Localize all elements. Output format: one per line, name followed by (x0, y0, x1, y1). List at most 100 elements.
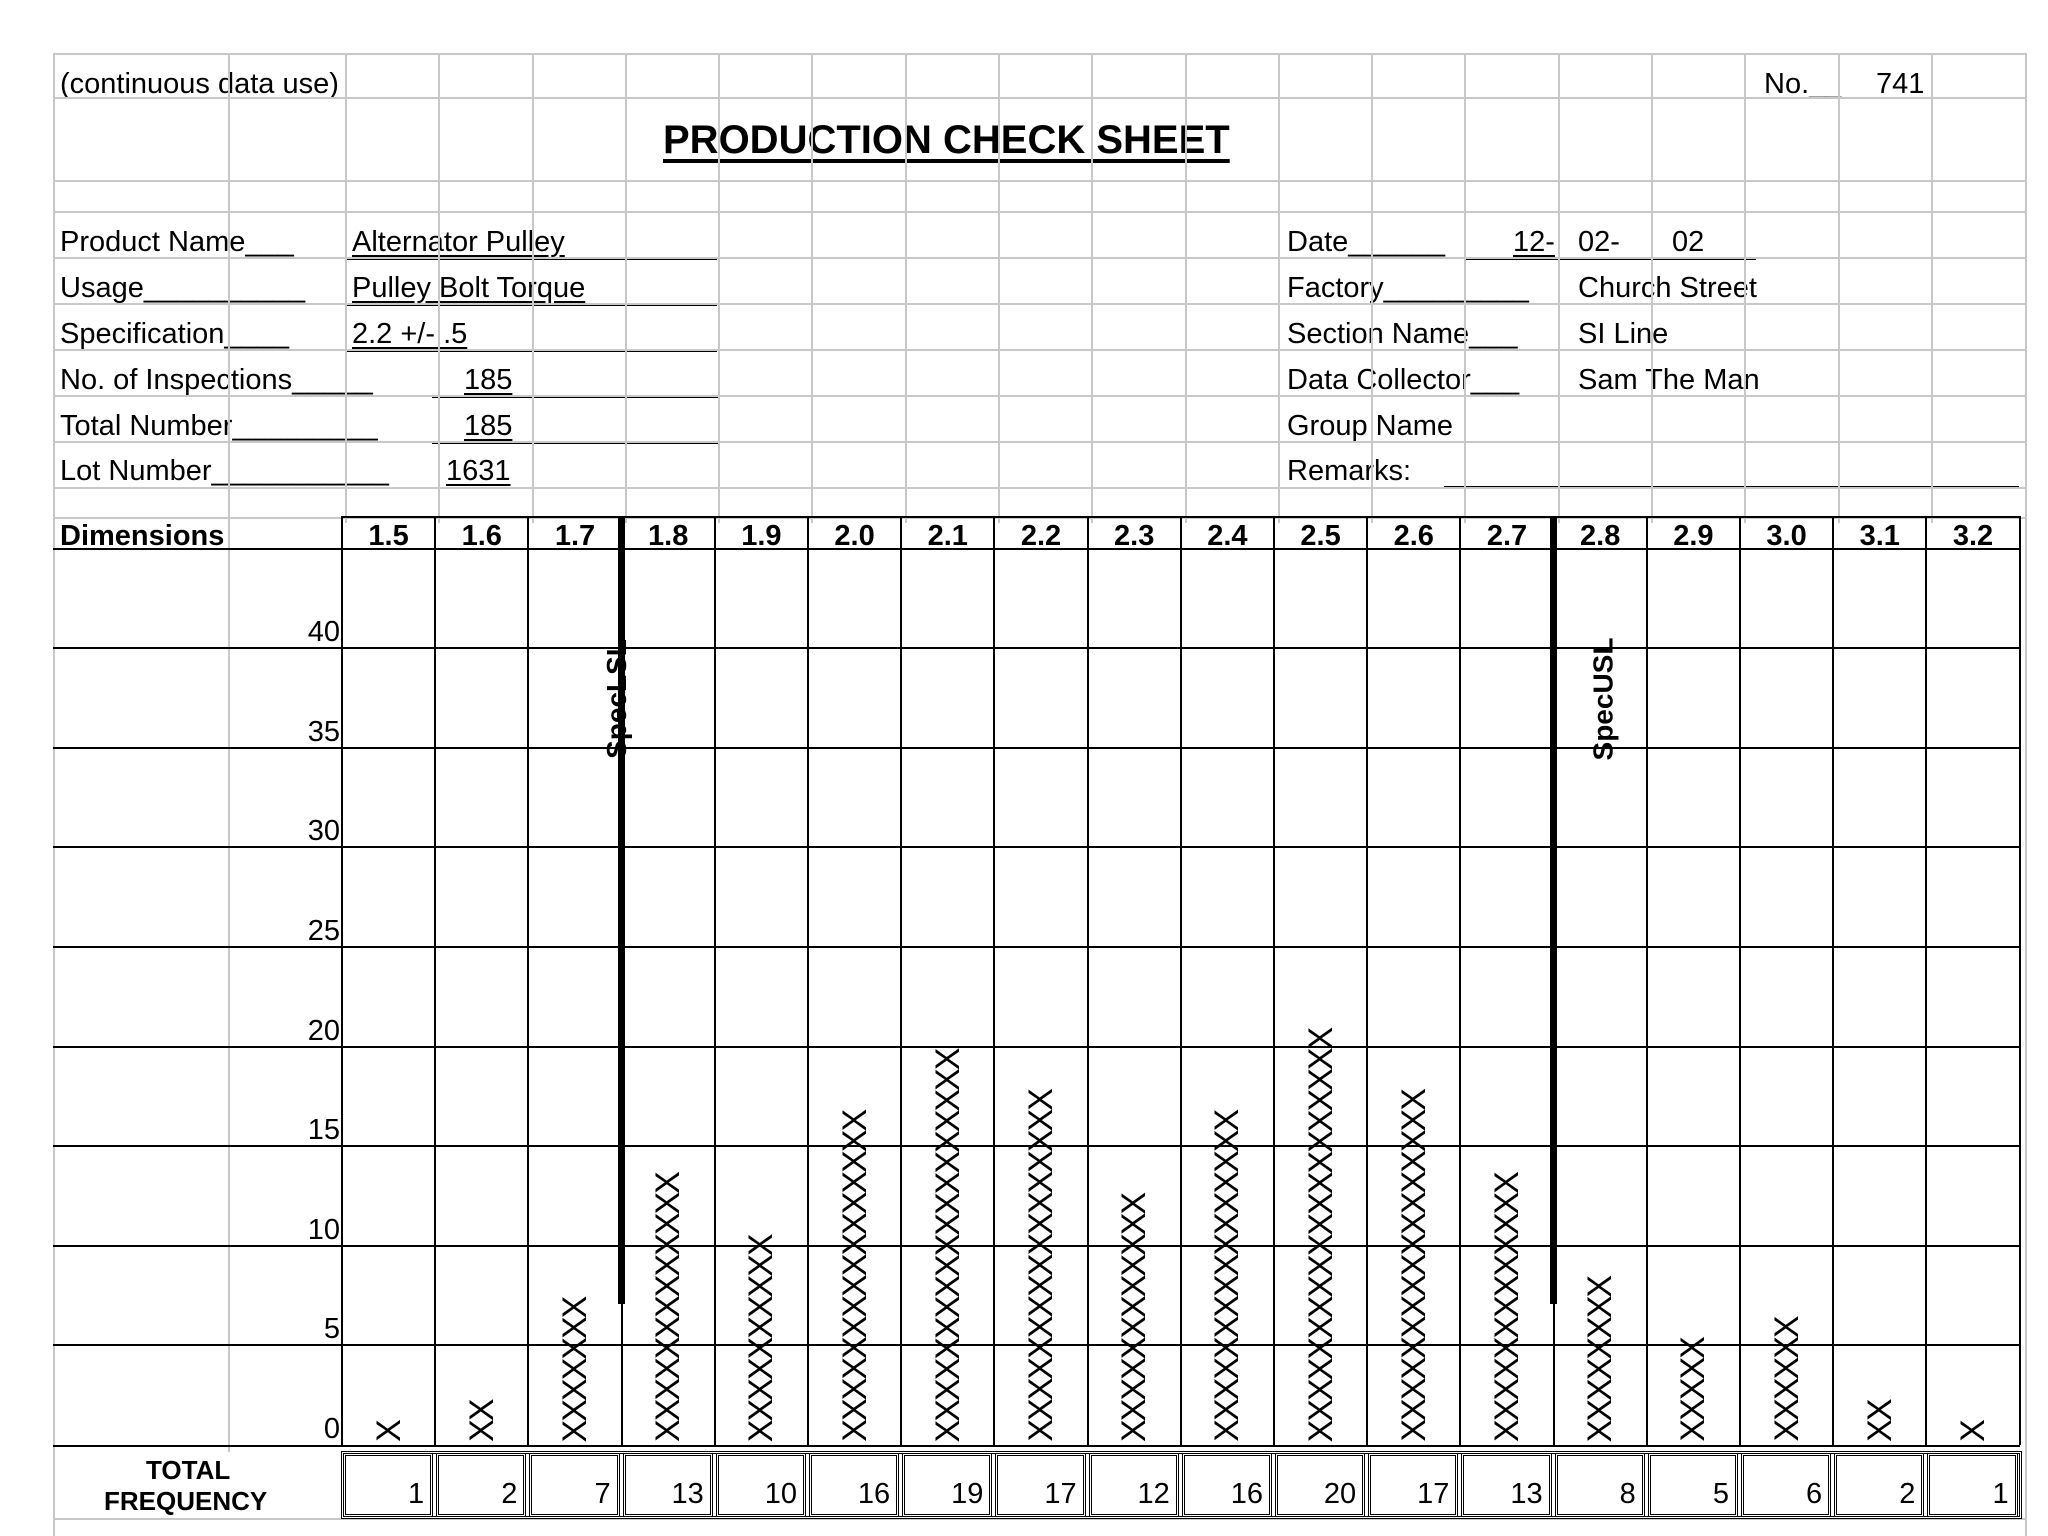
y-tick-label: 25 (307, 915, 340, 947)
total-frequency-value: 13 (671, 1478, 704, 1510)
grid-row-line (53, 53, 2027, 55)
column-line (1925, 516, 1928, 1445)
dimension-header: 1.5 (368, 520, 409, 552)
tally-marks: XXXXXXXXXXXXX (1488, 1173, 1526, 1442)
total-frequency-cell: 8 (1554, 1453, 1645, 1517)
column-line (993, 516, 996, 1445)
tally-marks: XXXXXXXXXXXXX (649, 1173, 688, 1442)
total-frequency-value: 1 (408, 1478, 425, 1510)
total-frequency-cell: 2 (1834, 1453, 1925, 1517)
total-frequency-cell: 17 (1368, 1453, 1459, 1517)
field-underline (345, 304, 717, 306)
grid-col-line (1464, 53, 1466, 523)
total-frequency-row (341, 1451, 2022, 1519)
column-line (2018, 516, 2021, 1445)
dimension-header: 2.2 (1020, 520, 1062, 552)
section-name-label: Section Name___ (1287, 318, 1518, 350)
tally-marks: XXXXXXXXXXXX (1115, 1193, 1154, 1442)
field-value: 2.2 +/- .5 (352, 318, 468, 350)
grid-col-line (1278, 53, 1280, 523)
total-frequency-cell: 10 (715, 1453, 806, 1517)
total-frequency-cell: 20 (1275, 1453, 1366, 1517)
total-frequency-cell: 1 (343, 1453, 434, 1517)
spec-usl-label: SpecUSL (1587, 637, 1619, 761)
y-tick-label: 10 (307, 1213, 340, 1246)
grid-col-line (811, 53, 813, 523)
date-part-month: 12- (1513, 226, 1555, 258)
tally-marks: XXXXXXXXXXXXXXXXXXX (928, 1049, 967, 1442)
dimension-header: 1.9 (741, 520, 782, 552)
field-label: Product Name___ (60, 226, 294, 258)
total-frequency-value: 2 (1899, 1478, 1916, 1510)
band-line (53, 1344, 2020, 1347)
dimension-header: 3.2 (1952, 520, 1994, 552)
dimension-header: 3.1 (1859, 520, 1900, 552)
total-frequency-cell: 7 (529, 1453, 620, 1517)
total-frequency-cell: 5 (1647, 1453, 1738, 1517)
band-line (53, 846, 2020, 849)
tally-marks: XXXXXXXXXXXXXXXXXXXX (1301, 1028, 1340, 1442)
y-tick-label: 35 (307, 715, 340, 748)
grid-col-line (345, 53, 347, 523)
dimension-header: 2.3 (1114, 520, 1155, 552)
total-frequency-value: 13 (1510, 1478, 1543, 1510)
column-line (1273, 516, 1275, 1445)
grid-row-line (53, 517, 2027, 519)
tally-marks: XXXXXXXXXXXXXXXXX (1394, 1090, 1433, 1442)
tally-marks: XXXXXX (1767, 1317, 1806, 1442)
dimension-header: 1.8 (648, 520, 689, 552)
y-tick-label: 0 (323, 1413, 340, 1445)
total-frequency-value: 2 (501, 1478, 518, 1510)
column-line (1739, 516, 1741, 1445)
grid-col-line (53, 517, 55, 1536)
tally-marks: XXXXXXXXXXXXXXXX (835, 1111, 874, 1442)
field-label: Total Number_________ (60, 410, 378, 442)
column-line (1832, 516, 1835, 1445)
total-frequency-value: 5 (1712, 1478, 1729, 1510)
dimension-header: 2.1 (927, 520, 968, 552)
grid-col-line (228, 53, 230, 523)
grid-row-line (53, 441, 2027, 443)
factory-label: Factory_________ (1287, 272, 1529, 304)
y-tick-label: 15 (307, 1114, 340, 1147)
total-frequency-value: 8 (1619, 1478, 1636, 1510)
column-line (1086, 516, 1089, 1445)
band-line (53, 1045, 2020, 1048)
tally-marks: XXXXXXXX (1581, 1276, 1620, 1442)
field-value: Alternator Pulley (352, 226, 565, 258)
total-frequency-cell: 17 (995, 1453, 1086, 1517)
data-collector-value: Sam The Man (1578, 364, 1760, 396)
total-frequency-cell: 16 (809, 1453, 900, 1517)
dimension-header: 2.8 (1580, 520, 1621, 552)
grid-row-line (53, 257, 2027, 259)
y-tick-label: 30 (307, 815, 340, 848)
grid-row-line (53, 180, 2027, 182)
tally-marks: XXXXXXX (556, 1297, 594, 1442)
field-underline (432, 396, 718, 398)
grid-col-line (1558, 53, 1560, 523)
grid-col-line (1744, 53, 1746, 523)
dimension-header: 2.5 (1300, 520, 1341, 552)
dimension-header: 2.0 (834, 520, 875, 552)
grid-row-line (53, 487, 2027, 489)
chart-bottom-line (53, 1445, 2020, 1447)
section-name-value: SI Line (1578, 318, 1669, 350)
band-line (53, 647, 2020, 650)
date-part-day: 02- (1578, 226, 1620, 258)
usage-note: (continuous data use) (60, 68, 339, 100)
dimension-header: 3.0 (1766, 520, 1807, 552)
page-title: PRODUCTION CHECK SHEET (663, 118, 1230, 162)
grid-col-line (1838, 53, 1840, 523)
grid-row-line (53, 349, 2027, 351)
tally-marks: XXXXXXXXXX (742, 1235, 781, 1442)
total-frequency-cell: 2 (436, 1453, 527, 1517)
field-label: Lot Number___________ (60, 455, 389, 487)
total-frequency-value: 10 (764, 1478, 797, 1510)
tally-marks: XXXXXXXXXXXXXXXXX (1022, 1090, 1060, 1442)
column-line (1366, 516, 1369, 1445)
column-line (900, 516, 903, 1445)
field-underline (345, 258, 717, 260)
total-frequency-value: 17 (1417, 1478, 1450, 1510)
tally-marks: XX (1860, 1400, 1899, 1442)
total-frequency-value: 17 (1044, 1478, 1077, 1510)
